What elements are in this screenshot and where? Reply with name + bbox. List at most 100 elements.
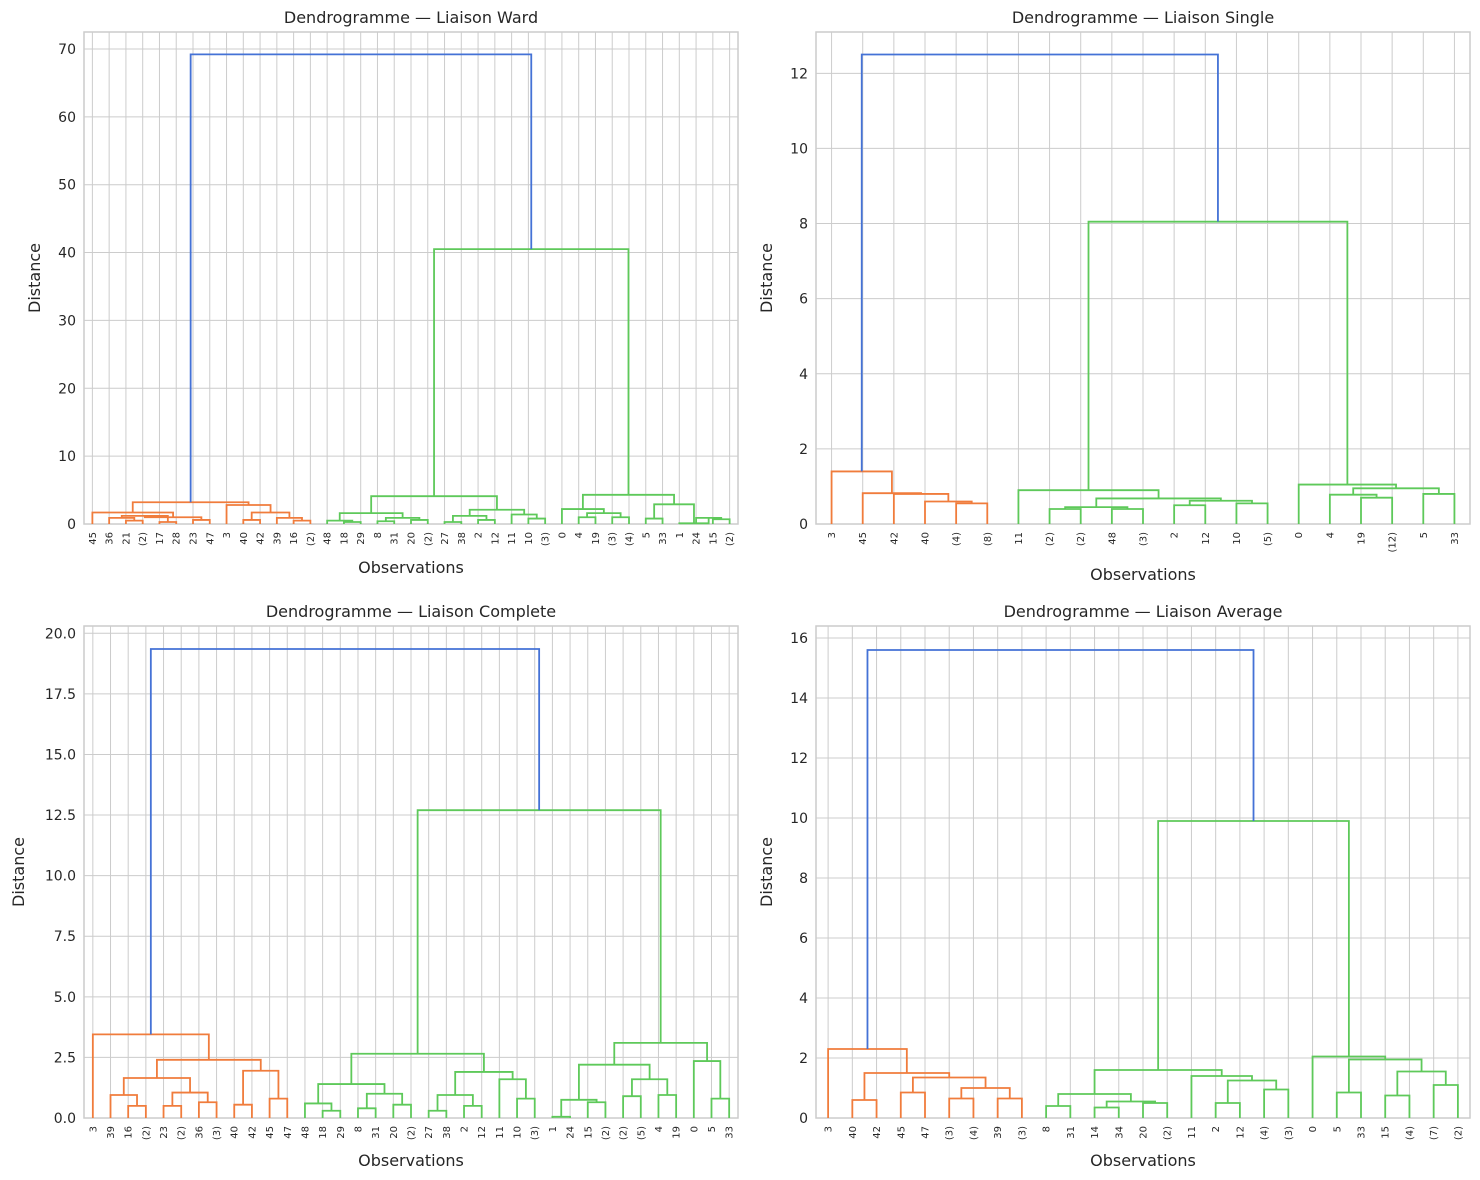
dendrogram-link [468, 508, 526, 516]
leaf-label: 38 [442, 1126, 453, 1139]
dendrogram-link [1422, 493, 1456, 524]
dendrogram-link [1352, 487, 1440, 495]
leaf-label: 2 [1211, 1126, 1222, 1132]
leaf-label: 27 [424, 1126, 435, 1139]
x-axis-label: Observations [358, 1151, 464, 1170]
dendrogram-link [370, 495, 498, 514]
y-tick-label: 10 [790, 811, 808, 827]
y-axis-label: Distance [757, 243, 776, 313]
leaf-label: 47 [283, 1126, 294, 1139]
dendrogram-link [527, 517, 547, 524]
dendrogram-root-link [860, 53, 1219, 472]
leaf-label: 45 [88, 532, 99, 545]
leaf-label: 5 [707, 1126, 718, 1132]
y-tick-label: 30 [58, 313, 76, 329]
leaf-label: 48 [300, 1126, 311, 1139]
leaf-label: (2) [407, 1126, 418, 1140]
leaf-label: (2) [1163, 1126, 1174, 1140]
leaf-label: 29 [336, 1126, 347, 1139]
dendrogram-link [948, 1097, 975, 1118]
dendrogram-link [924, 500, 973, 524]
leaf-label: 14 [1090, 1126, 1101, 1139]
y-tick-label: 10 [790, 141, 808, 157]
leaf-label: 42 [247, 1126, 258, 1139]
leaf-label: (12) [1388, 532, 1399, 553]
leaf-label: 24 [692, 532, 703, 545]
y-tick-label: 2 [799, 1051, 808, 1067]
y-tick-label: 10 [58, 449, 76, 465]
dendrogram-link [122, 1077, 191, 1095]
dendrogram-link [326, 519, 354, 524]
dendrogram-link [711, 518, 731, 524]
leaf-label: 40 [921, 532, 932, 545]
leaf-label: 8 [373, 532, 384, 538]
leaf-label: 5 [641, 532, 652, 538]
leaf-label: (4) [1260, 1126, 1271, 1140]
dendrogram-link [1142, 1102, 1169, 1118]
dendrogram-panel-3: 0.0 2.5 5.0 7.5 10.0 12.5 15.0 17.5 20.0 3 39 16 (2)… [9, 602, 739, 1170]
y-axis-label: Distance [9, 837, 28, 907]
dendrogram-link [1384, 1094, 1411, 1118]
leaf-label: (4) [969, 1126, 980, 1140]
leaf-label: 42 [256, 532, 267, 545]
leaf-label: 2 [460, 1126, 471, 1132]
leaf-label: 33 [725, 1126, 736, 1139]
leaf-label: 5 [1419, 532, 1430, 538]
dendrogram-link [156, 1058, 262, 1079]
y-tick-label: 12.5 [45, 808, 76, 824]
y-tick-label: 4 [799, 991, 808, 1007]
dendrogram-link [611, 516, 630, 524]
dendrogram-link [242, 1069, 280, 1105]
dendrogram-link [551, 1115, 571, 1118]
leaf-label: 45 [265, 1126, 276, 1139]
y-tick-label: 8 [799, 871, 808, 887]
leaf-label: 45 [896, 1126, 907, 1139]
leaf-label: 12 [477, 1126, 488, 1139]
x-axis-label: Observations [1090, 1151, 1196, 1170]
dendrogram-link [268, 1097, 289, 1118]
leaf-label: 20 [1139, 1126, 1150, 1139]
leaf-label: (2) [601, 1126, 612, 1140]
dendrogram-link [427, 1109, 448, 1118]
leaf-label: (2) [1045, 532, 1056, 546]
y-tick-label: 17.5 [45, 687, 76, 703]
dendrogram-link [143, 515, 203, 520]
dendrogram-link [830, 470, 893, 524]
dendrogram-link [581, 493, 675, 510]
leaf-label: 8 [353, 1126, 364, 1132]
dendrogram-link [125, 519, 144, 524]
y-tick-label: 16 [790, 631, 808, 647]
leaf-label: 11 [495, 1126, 506, 1139]
leaf-label: 0 [1308, 1126, 1319, 1132]
y-tick-label: 8 [799, 217, 808, 233]
dendrogram-link [1173, 504, 1207, 524]
dendrogram-link [433, 248, 630, 497]
dendrogram-link [304, 1102, 333, 1118]
leaf-label: (2) [619, 1126, 630, 1140]
leaf-label: (3) [530, 1126, 541, 1140]
leaf-label: 3 [88, 1126, 99, 1132]
dendrogram-link [695, 516, 723, 524]
dendrogram-link [436, 1094, 474, 1111]
leaf-label: 42 [872, 1126, 883, 1139]
dendrogram-link [1263, 1088, 1290, 1118]
y-tick-label: 14 [790, 691, 808, 707]
leaf-label: 11 [507, 532, 518, 545]
dendrogram-link [955, 502, 989, 524]
y-tick-label: 6 [799, 292, 808, 308]
leaf-label: 40 [230, 1126, 241, 1139]
leaf-label: 23 [159, 1126, 170, 1139]
y-tick-label: 15.0 [45, 747, 76, 763]
leaf-label: (4) [1405, 1126, 1416, 1140]
y-tick-label: 2.5 [54, 1050, 76, 1066]
leaf-label: (8) [983, 532, 994, 546]
leaf-label: 23 [189, 532, 200, 545]
dendrogram-link [365, 1092, 404, 1109]
y-tick-label: 10.0 [45, 869, 76, 885]
dendrogram-link [1087, 220, 1349, 491]
dendrogram-link [1093, 1106, 1120, 1118]
dendrogram-link [1110, 508, 1144, 524]
leaf-label: (3) [1139, 532, 1150, 546]
leaf-label: 1 [675, 532, 686, 538]
y-tick-label: 20.0 [45, 626, 76, 642]
